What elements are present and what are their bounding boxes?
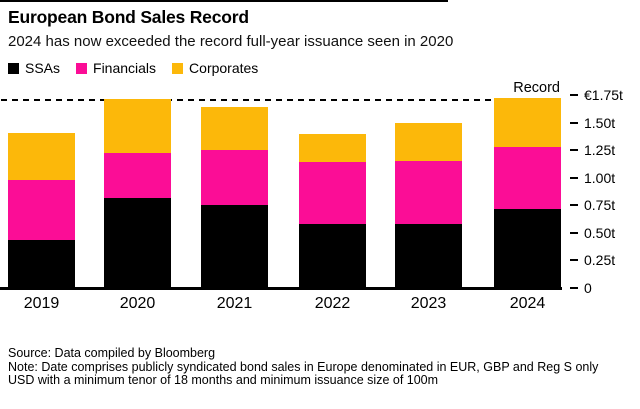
chart-subtitle: 2024 has now exceeded the record full-ye…: [8, 33, 454, 50]
y-tick-dash: [570, 231, 578, 234]
x-axis-baseline: [0, 287, 562, 290]
bar-segment-ssas-2019: [8, 239, 75, 288]
legend-swatch-ssas: [8, 62, 19, 74]
legend: SSAs Financials Corporates: [8, 60, 258, 76]
legend-label: Corporates: [189, 60, 259, 76]
bar-segment-ssas-2020: [104, 197, 171, 288]
y-tick-label: 0.25t: [584, 252, 616, 269]
legend-item: Corporates: [172, 60, 258, 76]
legend-swatch-corporates: [172, 62, 184, 74]
bar-segment-corporates-2021: [201, 107, 268, 151]
y-tick-dash: [570, 176, 578, 179]
source-line: Source: Data compiled by Bloomberg: [8, 346, 216, 360]
note-line-1: Note: Date comprises publicly syndicated…: [8, 359, 599, 374]
record-dashed-line: [1, 98, 562, 101]
x-category-label: 2020: [119, 295, 156, 312]
y-tick-dash: [570, 204, 578, 207]
footer-notes: Source: Data compiled by Bloomberg Note:…: [8, 346, 599, 388]
y-tick-dash: [570, 259, 578, 262]
y-tick-label: 0.50t: [584, 224, 616, 241]
y-tick-label: 1.25t: [584, 142, 616, 159]
bar-segment-financials-2022: [299, 162, 366, 225]
y-tick-dash: [570, 94, 578, 97]
chart-title: European Bond Sales Record: [8, 7, 249, 27]
bar-segment-financials-2024: [494, 147, 561, 209]
bar-segment-corporates-2020: [104, 98, 171, 153]
legend-item: Financials: [76, 60, 156, 76]
bar-segment-corporates-2023: [395, 122, 462, 162]
bar-segment-financials-2020: [104, 152, 171, 198]
x-category-label: 2021: [216, 295, 253, 312]
legend-item: SSAs: [8, 60, 60, 76]
bar-segment-ssas-2024: [494, 208, 561, 288]
legend-label: SSAs: [25, 60, 61, 76]
y-tick-label: €1.75t: [584, 87, 623, 104]
x-category-label: 2022: [314, 295, 351, 312]
y-tick-dash: [570, 149, 578, 152]
x-category-label: 2024: [509, 295, 546, 312]
bar-segment-ssas-2022: [299, 224, 366, 288]
note-line-2: USD with a minimum tenor of 18 months an…: [8, 373, 439, 388]
record-annotation-label: Record: [513, 79, 560, 96]
bar-segment-financials-2021: [201, 150, 268, 206]
legend-label: Financials: [93, 60, 157, 76]
bar-segment-financials-2019: [8, 180, 75, 240]
y-tick-dash: [570, 287, 578, 289]
x-category-label: 2023: [410, 295, 447, 312]
bar-segment-corporates-2022: [299, 133, 366, 163]
legend-swatch-financials: [76, 62, 88, 74]
y-tick-label: 0: [584, 280, 592, 296]
top-border-rule: [0, 0, 448, 2]
bar-segment-financials-2023: [395, 161, 462, 225]
bar-segment-corporates-2024: [494, 97, 561, 148]
bar-segment-ssas-2023: [395, 224, 462, 288]
bar-segment-ssas-2021: [201, 205, 268, 288]
y-tick-label: 0.75t: [584, 197, 616, 214]
y-tick-label: 1.00t: [584, 169, 616, 186]
x-category-label: 2019: [23, 295, 60, 312]
y-tick-dash: [570, 121, 578, 124]
bar-segment-corporates-2019: [8, 132, 75, 181]
y-tick-label: 1.50t: [584, 114, 616, 131]
